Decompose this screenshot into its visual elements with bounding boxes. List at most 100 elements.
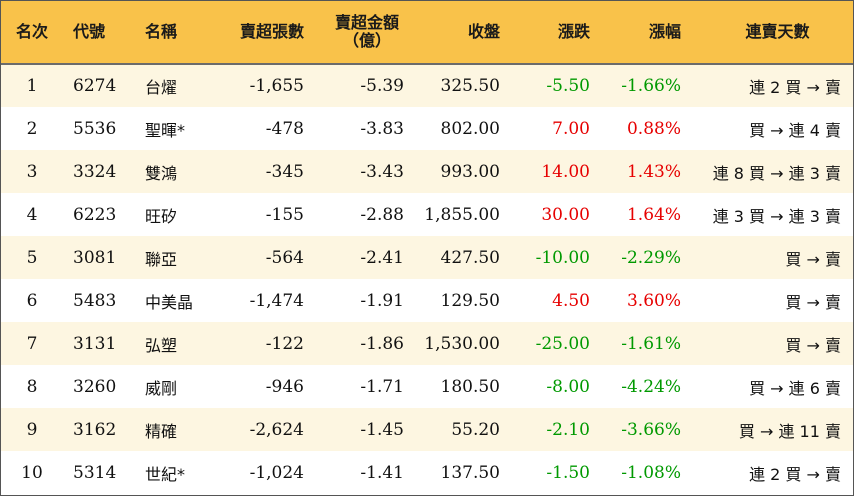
cell-close: 55.20	[451, 419, 500, 440]
cell-rank: 3	[26, 161, 38, 182]
cell-code: 5314	[73, 462, 117, 483]
cell-name: 弘塑	[145, 335, 178, 355]
cell-code: 3131	[73, 333, 117, 354]
cell-change-pct: 0.88%	[626, 118, 681, 139]
cell-code: 5483	[73, 290, 117, 311]
cell-change: 4.50	[552, 290, 590, 311]
cell-name: 威剛	[145, 378, 178, 398]
cell-amount: -1.41	[360, 462, 404, 483]
cell-streak: 連 8 買 → 連 3 賣	[712, 163, 841, 183]
table-row: 8 3260 威剛 -946 -1.71 180.50 -8.00 -4.24%…	[1, 365, 853, 408]
cell-rank: 8	[26, 376, 38, 397]
table-header-row: 名次 代號 名稱 賣超張數 賣超金額 （億） 收盤 漲跌 漲幅 連賣天數	[1, 1, 853, 65]
cell-change: -5.50	[546, 76, 590, 96]
header-change: 漲跌	[502, 1, 592, 65]
cell-rank: 7	[26, 333, 38, 354]
cell-close: 802.00	[440, 118, 500, 139]
cell-amount: -1.71	[360, 376, 404, 397]
cell-close: 1,530.00	[424, 333, 500, 354]
cell-amount: -3.83	[360, 118, 404, 139]
cell-lots: -1,474	[249, 290, 304, 311]
cell-lots: -2,624	[249, 419, 304, 440]
cell-change-pct: -2.29%	[621, 247, 681, 268]
cell-amount: -1.86	[360, 333, 404, 354]
cell-change: -2.10	[546, 419, 590, 440]
cell-change: -10.00	[535, 247, 590, 268]
cell-name: 旺矽	[145, 206, 178, 226]
header-streak: 連賣天數	[682, 1, 853, 65]
cell-streak: 買 → 連 11 賣	[738, 421, 841, 441]
cell-change-pct: 1.43%	[626, 161, 681, 182]
cell-change: 14.00	[541, 161, 590, 182]
cell-amount: -5.39	[360, 76, 404, 96]
cell-lots: -478	[265, 118, 304, 139]
cell-streak: 買 → 連 4 賣	[749, 120, 841, 140]
cell-change-pct: -1.08%	[621, 462, 681, 483]
cell-streak: 連 3 買 → 連 3 賣	[712, 206, 841, 226]
cell-code: 6274	[73, 76, 117, 96]
cell-change: -1.50	[546, 462, 590, 483]
header-close: 收盤	[412, 1, 502, 65]
cell-rank: 2	[26, 118, 38, 139]
cell-close: 1,855.00	[424, 204, 500, 225]
cell-code: 5536	[73, 118, 117, 139]
header-net-sell-lots: 賣超張數	[217, 1, 310, 65]
cell-change: -8.00	[546, 376, 590, 397]
cell-change-pct: -3.66%	[621, 419, 681, 440]
cell-code: 6223	[73, 204, 117, 225]
cell-close: 129.50	[440, 290, 500, 311]
table-row: 1 6274 台燿 -1,655 -5.39 325.50 -5.50 -1.6…	[1, 64, 853, 107]
cell-rank: 5	[26, 247, 38, 268]
cell-change-pct: 1.64%	[626, 204, 681, 225]
cell-change: 30.00	[541, 204, 590, 225]
cell-rank: 1	[26, 76, 38, 96]
cell-close: 427.50	[440, 247, 500, 268]
cell-name: 世紀*	[145, 464, 186, 484]
table-row: 2 5536 聖暉* -478 -3.83 802.00 7.00 0.88% …	[1, 107, 853, 150]
cell-name: 精確	[145, 421, 178, 441]
header-change-pct: 漲幅	[592, 1, 682, 65]
header-name: 名稱	[137, 1, 217, 65]
cell-close: 325.50	[440, 76, 500, 96]
cell-name: 聯亞	[145, 249, 178, 269]
cell-streak: 連 2 買 → 賣	[749, 464, 841, 484]
cell-streak: 連 2 買 → 賣	[749, 78, 841, 97]
table-row: 10 5314 世紀* -1,024 -1.41 137.50 -1.50 -1…	[1, 451, 853, 494]
cell-streak: 買 → 連 6 賣	[749, 378, 841, 398]
header-code: 代號	[63, 1, 137, 65]
table-body: 1 6274 台燿 -1,655 -5.39 325.50 -5.50 -1.6…	[1, 64, 853, 494]
cell-lots: -122	[265, 333, 304, 354]
cell-lots: -1,655	[249, 76, 304, 96]
cell-lots: -345	[265, 161, 304, 182]
cell-change: -25.00	[535, 333, 590, 354]
header-net-sell-amount: 賣超金額 （億）	[310, 1, 412, 65]
cell-change-pct: -1.66%	[621, 76, 681, 96]
cell-code: 3162	[73, 419, 117, 440]
header-net-sell-amount-line1: 賣超金額	[334, 13, 399, 32]
cell-close: 993.00	[440, 161, 500, 182]
table-row: 4 6223 旺矽 -155 -2.88 1,855.00 30.00 1.64…	[1, 193, 853, 236]
cell-streak: 買 → 賣	[785, 292, 841, 312]
cell-change-pct: -1.61%	[621, 333, 681, 354]
cell-rank: 4	[26, 204, 38, 225]
cell-amount: -2.88	[360, 204, 404, 225]
cell-lots: -1,024	[249, 462, 304, 483]
cell-rank: 6	[26, 290, 38, 311]
cell-close: 137.50	[440, 462, 500, 483]
cell-code: 3324	[73, 161, 117, 182]
cell-change-pct: 3.60%	[626, 290, 681, 311]
table-row: 5 3081 聯亞 -564 -2.41 427.50 -10.00 -2.29…	[1, 236, 853, 279]
cell-lots: -155	[265, 204, 304, 225]
cell-code: 3081	[73, 247, 117, 268]
cell-change: 7.00	[552, 118, 590, 139]
cell-lots: -564	[265, 247, 304, 268]
cell-amount: -1.45	[360, 419, 404, 440]
cell-change-pct: -4.24%	[621, 376, 681, 397]
cell-lots: -946	[265, 376, 304, 397]
table-row: 3 3324 雙鴻 -345 -3.43 993.00 14.00 1.43% …	[1, 150, 853, 193]
cell-streak: 買 → 賣	[785, 249, 841, 269]
cell-streak: 買 → 賣	[785, 335, 841, 355]
cell-name: 台燿	[145, 78, 178, 97]
